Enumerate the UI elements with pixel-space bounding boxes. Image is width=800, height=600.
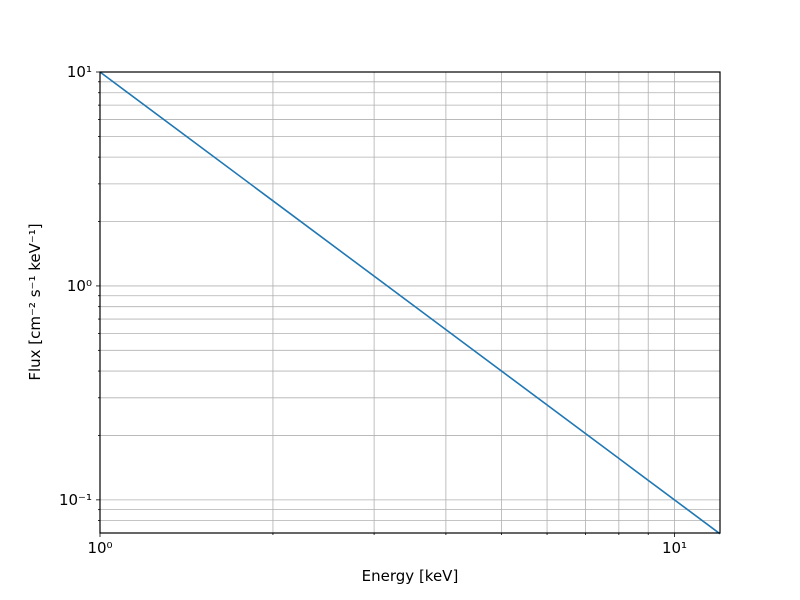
- plot-area: [99, 71, 721, 535]
- axes-frame: [99, 71, 721, 534]
- y-tick-label: 10¹: [67, 63, 92, 81]
- data-line: [99, 71, 721, 535]
- y-tick-label: 10⁻¹: [59, 491, 92, 509]
- grid: [99, 71, 720, 533]
- y-tick-label: 10⁰: [67, 277, 92, 295]
- y-axis-label: Flux [cm⁻² s⁻¹ keV⁻¹]: [26, 223, 44, 380]
- x-tick-label: 10⁰: [87, 539, 112, 557]
- x-axis-label: Energy [keV]: [362, 567, 459, 585]
- x-tick-label: 10¹: [662, 539, 687, 557]
